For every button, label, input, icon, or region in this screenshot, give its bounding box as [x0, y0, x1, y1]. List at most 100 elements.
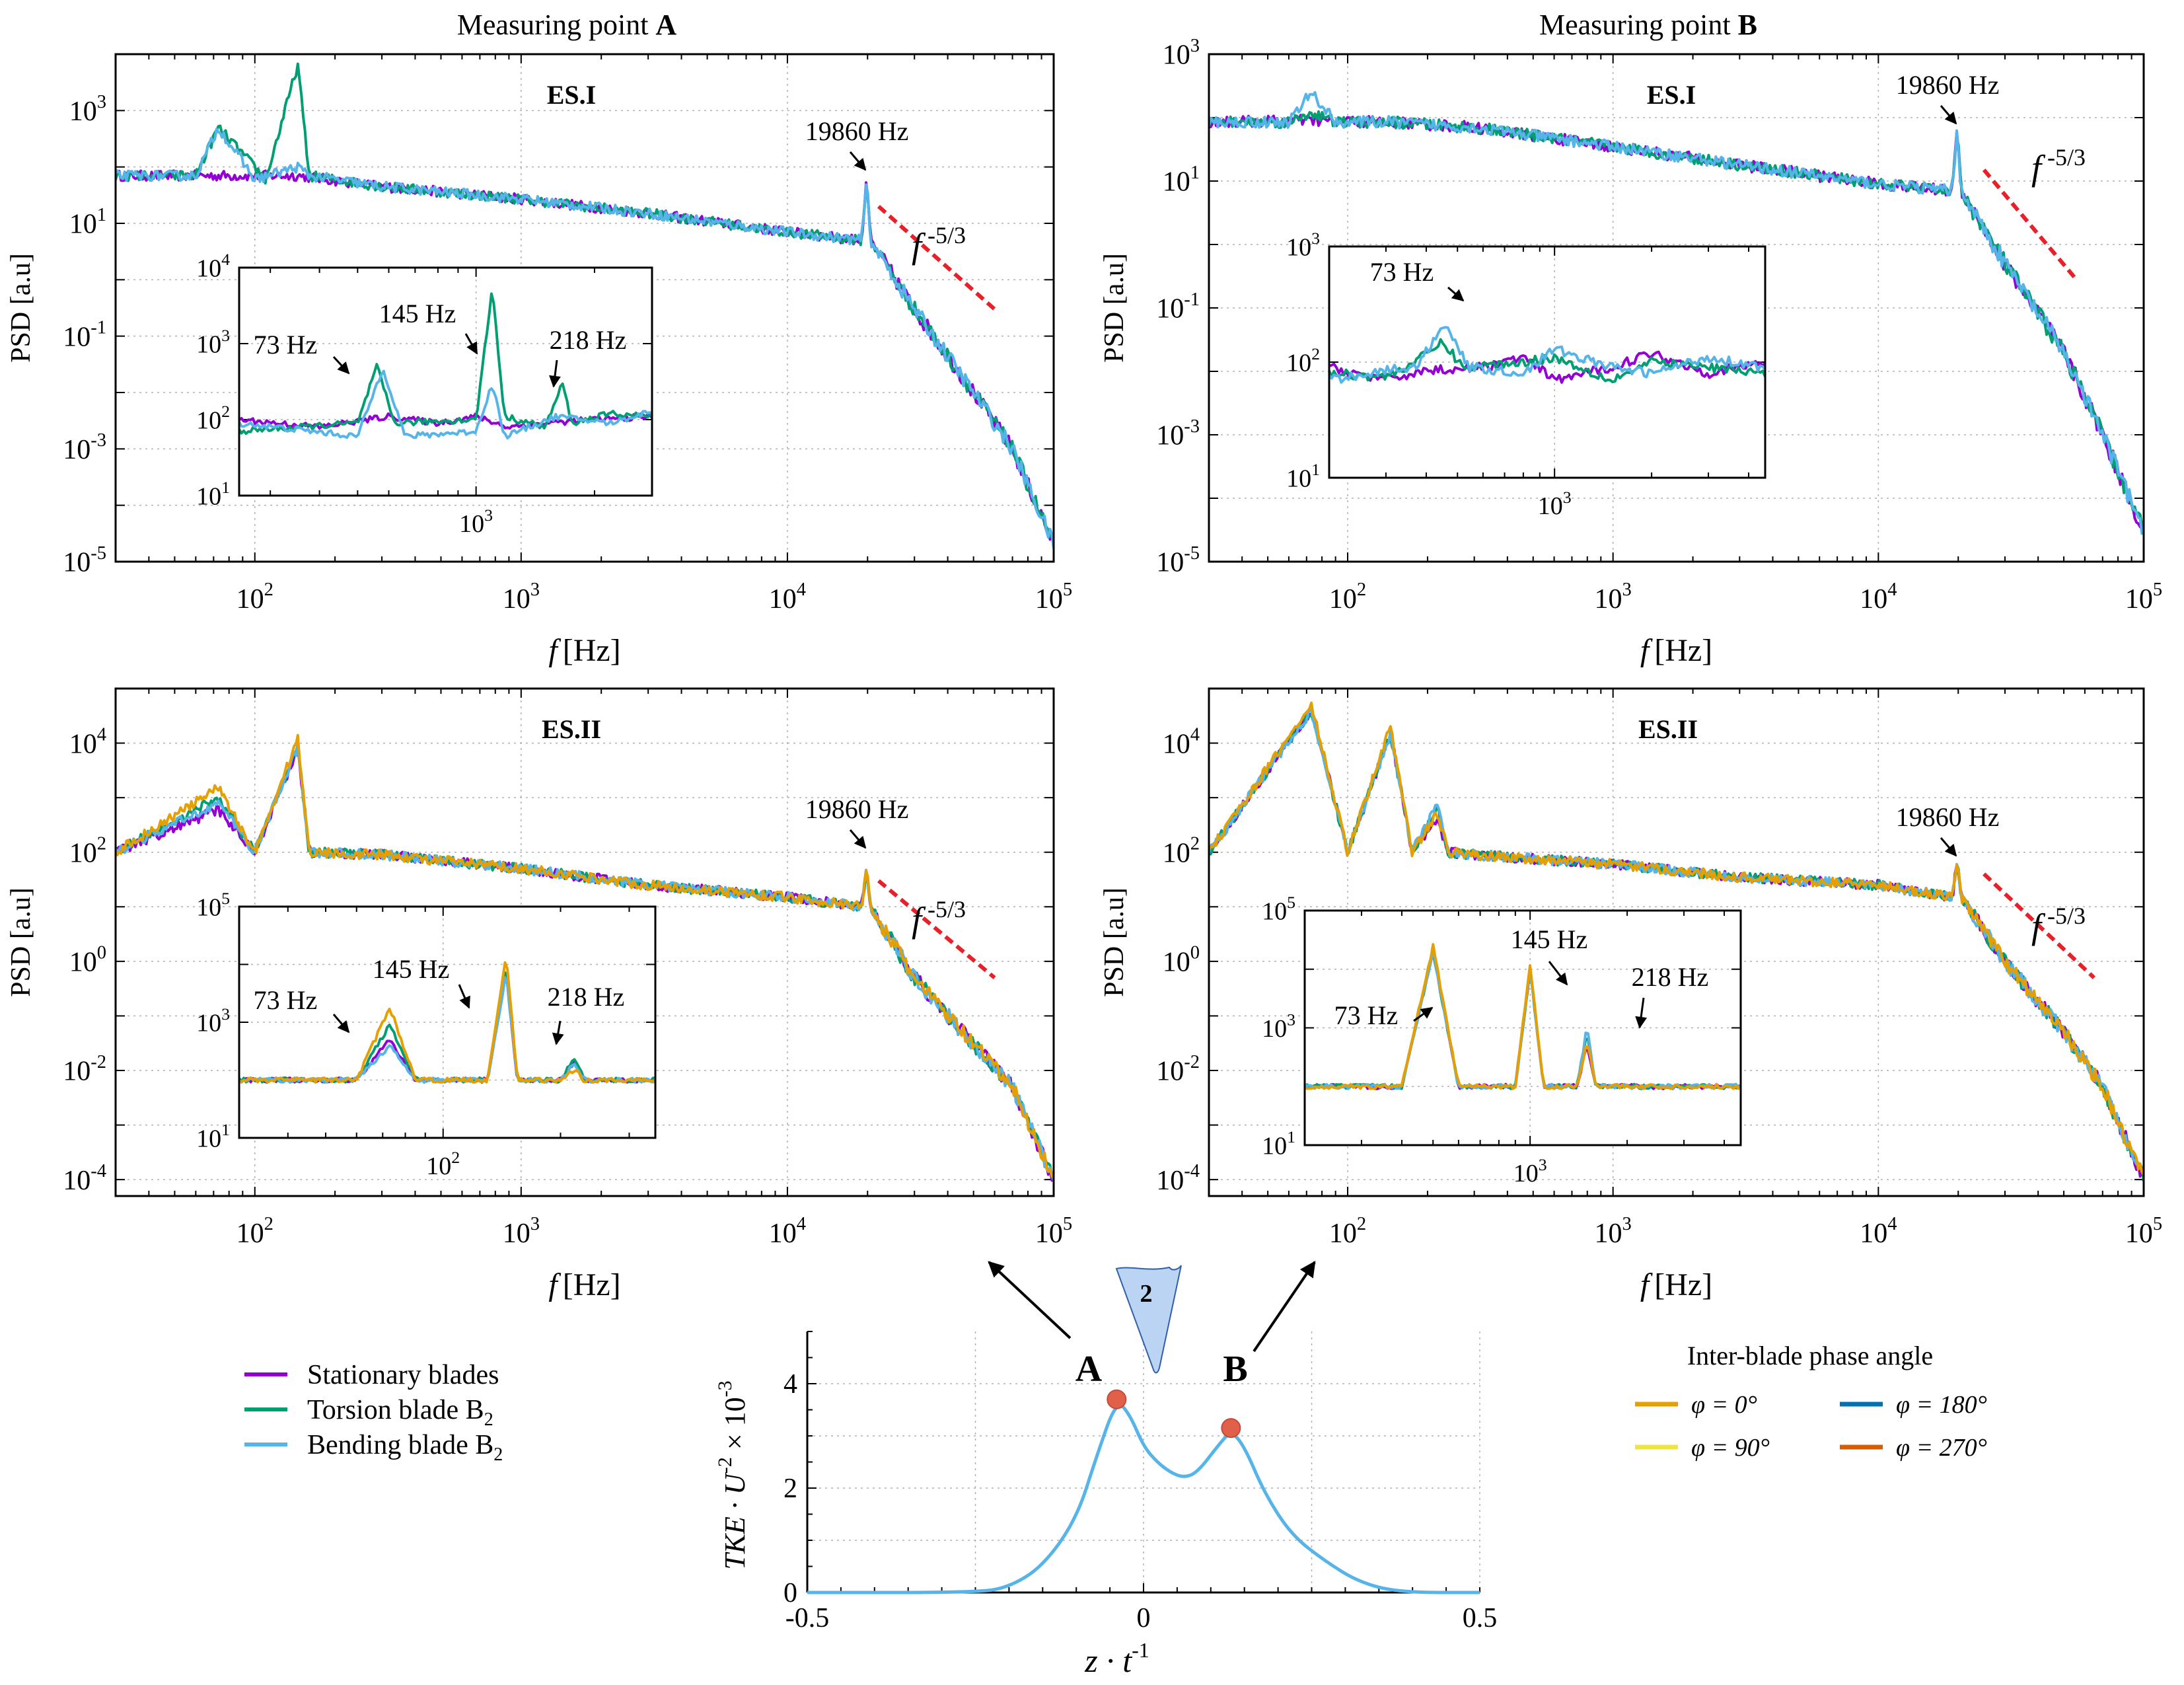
tick-label-base: 10 [69, 838, 97, 868]
title-point-a: Measuring point A [457, 9, 677, 41]
tick-label-x: 104 [1860, 1214, 1897, 1249]
peak-arrow [849, 829, 867, 849]
series-group [116, 62, 1054, 549]
slope-exp: -5/3 [2041, 144, 2086, 170]
tick-label-exp: 3 [1311, 229, 1320, 248]
tick-label-x: 103 [503, 1214, 540, 1249]
ref-slope-line [877, 879, 996, 980]
panel-title: ES.I [1647, 80, 1696, 110]
blade-glyph: 2 [1115, 1265, 1182, 1374]
tick-label-exp: -2 [1184, 1052, 1200, 1072]
tick-label-exp: 5 [221, 889, 230, 908]
plot-frame [1208, 687, 2145, 1197]
x-axis-label-unit: [Hz] [563, 1267, 621, 1302]
tick-label-base: 10 [1163, 948, 1190, 978]
slope-exp: -5/3 [922, 896, 966, 922]
tick-label-base: 10 [1156, 294, 1184, 324]
series-line-2 [116, 128, 1054, 549]
tick-label-y: 104 [1163, 724, 1200, 759]
tick-label-y: 2 [783, 1474, 797, 1504]
tick-label-base: 10 [69, 948, 97, 978]
tick-label-x: 104 [1860, 580, 1897, 615]
tick-label-base: 10 [1156, 1166, 1184, 1196]
peak-arrow [849, 151, 867, 171]
tick-label-exp: 2 [264, 580, 273, 600]
tick-label-x: 102 [1329, 580, 1366, 615]
tick-label-exp: 2 [1357, 1214, 1366, 1234]
tick-label-y: 101 [1163, 163, 1200, 198]
tick-label-exp: 2 [97, 834, 106, 854]
tick-label-base: 10 [2125, 1218, 2153, 1249]
tick-label-y: 104 [196, 250, 230, 282]
tick-label-base: 10 [69, 96, 97, 127]
plot-area [239, 268, 652, 496]
ref-slope-line [1982, 168, 2077, 280]
tick-label-exp: 1 [221, 478, 230, 497]
tick-label-y: 101 [196, 478, 230, 510]
y-axis-label: PSD [a.u] [6, 887, 36, 997]
tick-label-base: 10 [1262, 1015, 1287, 1043]
tick-label-exp: -1 [91, 317, 106, 338]
inset-peak-label: 218 Hz [548, 982, 625, 1012]
slope-exp: -5/3 [922, 222, 966, 248]
x-axis-label: f [Hz] [548, 1267, 620, 1302]
tick-label-exp: 1 [221, 1120, 230, 1139]
tick-label-y: 10-4 [63, 1161, 106, 1196]
legend-right: Inter-blade phase angle φ = 0° φ = 180° … [1635, 1341, 1987, 1462]
series-group [239, 961, 655, 1084]
series-line-2 [1329, 326, 1765, 384]
tick-label-x: 0.5 [1463, 1603, 1498, 1633]
series-group [1209, 91, 2144, 535]
x-axis-label: f [Hz] [1640, 633, 1712, 668]
tick-label-exp: 0 [1190, 943, 1200, 963]
blade-number: 2 [1140, 1280, 1153, 1308]
tick-label-exp: -4 [1184, 1161, 1200, 1181]
peak-label: 19860 Hz [1896, 70, 2000, 100]
tick-label-exp: 3 [221, 1004, 230, 1024]
tick-label-exp: 3 [97, 92, 106, 112]
tick-label-exp: 3 [221, 326, 230, 345]
inset-peak-arrow [552, 1020, 564, 1045]
inset-peak-arrow [332, 356, 350, 375]
tick-label-exp: -4 [91, 1161, 106, 1181]
tick-label-exp: 1 [1287, 1127, 1295, 1146]
tick-label-exp: 2 [1357, 580, 1366, 600]
tick-label-exp: 5 [1063, 1214, 1072, 1234]
tick-label-base: 10 [1513, 1160, 1539, 1187]
tick-label-base: 10 [196, 406, 221, 434]
inset-peak-arrow [458, 984, 470, 1009]
tick-label-exp: 4 [221, 250, 230, 269]
plot-frame [1303, 909, 1742, 1146]
ref-slope-line [1983, 872, 2095, 979]
label-point-a: A [1075, 1349, 1103, 1390]
legend-label-phi180: φ = 180° [1896, 1391, 1987, 1419]
tick-label-exp: 2 [1311, 344, 1320, 363]
tick-label-base: 10 [63, 322, 91, 352]
x-axis-label-unit: [Hz] [1654, 1267, 1712, 1302]
tick-label-y: 102 [1163, 834, 1200, 869]
tick-label-x: 102 [237, 1214, 273, 1249]
inset-peak-arrow [332, 1014, 350, 1033]
peak-label: 19860 Hz [1896, 802, 2000, 832]
tick-label-y: 103 [196, 1004, 230, 1037]
tick-label-base: 10 [196, 893, 221, 921]
x-axis-label-unit: [Hz] [1654, 633, 1712, 668]
legend-label-bending: Bending blade B2 [307, 1430, 503, 1465]
tick-label-exp: 5 [2153, 580, 2162, 600]
series-group [1209, 701, 2144, 1181]
tick-label-x: 105 [1035, 580, 1072, 615]
legend-label-stationary: Stationary blades [307, 1360, 499, 1390]
blade-shape [1115, 1265, 1182, 1374]
tick-label-exp: 3 [530, 580, 540, 600]
tick-label-y: 102 [69, 834, 106, 869]
tick-label-exp: 3 [1563, 488, 1572, 507]
plot-frame [1328, 245, 1766, 479]
tick-label-y: 103 [1163, 36, 1200, 71]
tick-label-base: 10 [1262, 897, 1287, 925]
tick-label-y: 103 [196, 326, 230, 358]
tick-label-base: 10 [196, 482, 221, 510]
tick-label-base: 10 [1329, 1218, 1357, 1249]
